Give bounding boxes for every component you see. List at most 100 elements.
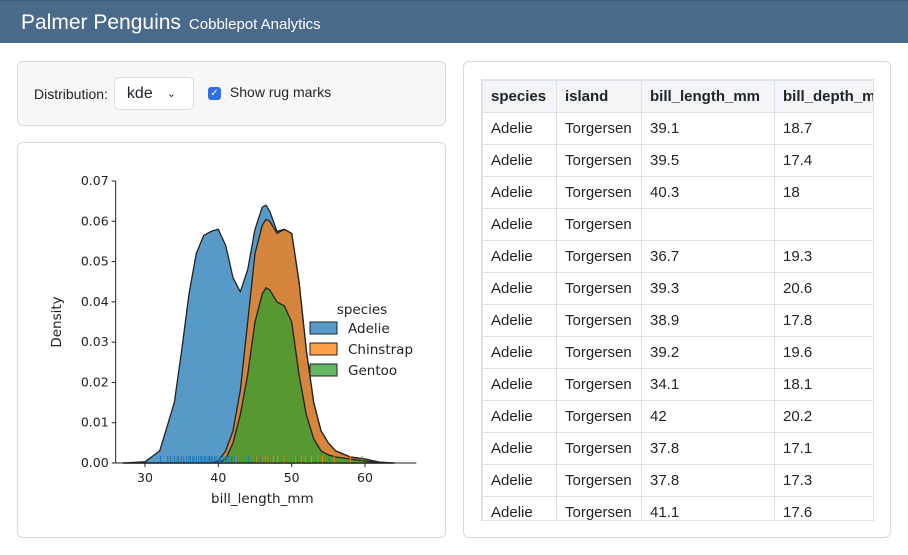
table-cell-bill_length_mm: 40.3 [641, 176, 775, 209]
table-cell-bill_depth_mm: 18 [774, 176, 873, 209]
y-axis-label: Density [49, 296, 65, 347]
rug-checkbox[interactable]: ✓ [207, 87, 221, 100]
chevron-down-icon: ⌄ [166, 88, 176, 100]
table-cell-island: Torgersen [556, 400, 642, 433]
table-cell-island: Torgersen [556, 432, 642, 465]
kde-chart: 0.00 0.01 0.02 0.03 0.04 0.05 0.06 0.07 30 40 50 60… [49, 173, 417, 507]
legend-swatch-adelie [309, 321, 338, 335]
table-row: Adelie Torgersen 37.8 17.3 [482, 464, 873, 497]
distribution-select[interactable]: kde ⌄ [113, 77, 194, 110]
table-row: Adelie Torgersen 39.3 20.6 [482, 272, 873, 305]
table-cell-species: Adelie [482, 432, 557, 465]
table-cell-species: Adelie [482, 176, 557, 209]
table-row: Adelie Torgersen 38.9 17.8 [482, 304, 873, 337]
table-cell-species: Adelie [482, 304, 557, 337]
legend-swatch-gentoo [309, 363, 338, 377]
table-row: Adelie Torgersen 39.1 18.7 [482, 112, 873, 145]
column-header-species[interactable]: species [482, 80, 557, 113]
table-cell-island: Torgersen [556, 144, 642, 177]
table-cell-bill_depth_mm: 18.7 [774, 112, 873, 145]
y-tick-label: 0.03 [81, 334, 109, 349]
table-cell-island: Torgersen [556, 304, 642, 337]
table-cell-island: Torgersen [556, 112, 642, 145]
distribution-label: Distribution: [34, 85, 108, 102]
y-tick-label: 0.01 [81, 415, 109, 430]
y-tick-label: 0.05 [81, 254, 109, 269]
table-card: speciesislandbill_length_mmbill_depth_mm… [463, 61, 891, 538]
table-cell-bill_depth_mm: 17.8 [774, 304, 873, 337]
plot-card: 0.00 0.01 0.02 0.03 0.04 0.05 0.06 0.07 30 40 50 60… [17, 142, 446, 538]
table-cell-bill_depth_mm: 18.1 [774, 368, 873, 401]
table-row: Adelie Torgersen 39.2 19.6 [482, 336, 873, 369]
column-header-bill_depth_mm[interactable]: bill_depth_mm [774, 80, 873, 113]
table-cell-bill_length_mm: 39.5 [641, 144, 775, 177]
data-table: speciesislandbill_length_mmbill_depth_mm… [482, 80, 873, 520]
table-cell-species: Adelie [482, 400, 557, 433]
table-cell-bill_length_mm: 38.9 [641, 304, 775, 337]
legend-label: Chinstrap [348, 342, 413, 358]
column-header-bill_length_mm[interactable]: bill_length_mm [641, 80, 775, 113]
data-table-scroll[interactable]: speciesislandbill_length_mmbill_depth_mm… [481, 79, 874, 521]
table-row: Adelie Torgersen 37.8 17.1 [482, 432, 873, 465]
table-cell-species: Adelie [482, 464, 557, 497]
table-cell-bill_length_mm: 36.7 [641, 240, 775, 273]
table-row: Adelie Torgersen 34.1 18.1 [482, 368, 873, 401]
y-tick-label: 0.07 [81, 173, 109, 188]
y-tick-label: 0.00 [81, 455, 109, 470]
table-cell-bill_length_mm: 39.3 [641, 272, 775, 305]
table-cell-species: Adelie [482, 368, 557, 401]
table-cell-bill_length_mm: 39.2 [641, 336, 775, 369]
x-tick-label: 30 [137, 470, 153, 485]
table-cell-bill_length_mm: 42 [641, 400, 775, 433]
table-cell-island: Torgersen [556, 240, 642, 273]
y-tick-label: 0.06 [81, 213, 109, 228]
legend-label: Adelie [348, 321, 390, 337]
distribution-value: kde [126, 84, 153, 102]
table-cell-bill_length_mm: 34.1 [641, 368, 775, 401]
table-cell-species: Adelie [482, 144, 557, 177]
x-tick-label: 50 [284, 470, 300, 485]
table-cell-island: Torgersen [556, 496, 642, 520]
app-title: Palmer Penguins [21, 11, 181, 34]
table-cell-island: Torgersen [556, 368, 642, 401]
table-cell-bill_length_mm: 41.1 [641, 496, 775, 520]
y-tick-label: 0.04 [81, 294, 109, 309]
table-row: Adelie Torgersen 41.1 17.6 [482, 496, 873, 520]
legend-title: species [337, 302, 387, 318]
table-cell-island: Torgersen [556, 336, 642, 369]
table-cell-bill_depth_mm: 19.3 [774, 240, 873, 273]
table-cell-island: Torgersen [556, 208, 642, 241]
legend-swatch-chinstrap [309, 342, 338, 356]
table-cell-bill_depth_mm: 17.3 [774, 464, 873, 497]
table-cell-species: Adelie [482, 272, 557, 305]
table-cell-island: Torgersen [556, 176, 642, 209]
app-subtitle: Cobblepot Analytics [188, 16, 321, 33]
table-cell-bill_length_mm: 37.8 [641, 432, 775, 465]
app-header: Palmer Penguins Cobblepot Analytics [0, 0, 908, 43]
table-cell-bill_depth_mm: 17.1 [774, 432, 873, 465]
table-cell-bill_depth_mm: 17.4 [774, 144, 873, 177]
x-tick-label: 60 [357, 470, 373, 485]
table-cell-bill_length_mm: 37.8 [641, 464, 775, 497]
table-cell-bill_depth_mm [774, 208, 873, 241]
table-row: Adelie Torgersen [482, 208, 873, 241]
x-axis-label: bill_length_mm [211, 491, 314, 507]
table-cell-species: Adelie [482, 112, 557, 145]
y-tick-label: 0.02 [81, 374, 109, 389]
table-cell-island: Torgersen [556, 272, 642, 305]
table-cell-bill_length_mm [641, 208, 775, 241]
table-cell-island: Torgersen [556, 464, 642, 497]
table-row: Adelie Torgersen 40.3 18 [482, 176, 873, 209]
table-cell-bill_depth_mm: 17.6 [774, 496, 873, 520]
rug-label[interactable]: Show rug marks [229, 84, 332, 100]
check-icon: ✓ [210, 88, 219, 99]
x-tick-label: 40 [210, 470, 226, 485]
controls-panel: Distribution: kde ⌄ ✓ Show rug marks [17, 61, 446, 126]
table-row: Adelie Torgersen 39.5 17.4 [482, 144, 873, 177]
table-cell-species: Adelie [482, 336, 557, 369]
column-header-island[interactable]: island [556, 80, 642, 113]
table-cell-species: Adelie [482, 240, 557, 273]
table-row: Adelie Torgersen 42 20.2 [482, 400, 873, 433]
table-row: Adelie Torgersen 36.7 19.3 [482, 240, 873, 273]
table-cell-species: Adelie [482, 496, 557, 520]
